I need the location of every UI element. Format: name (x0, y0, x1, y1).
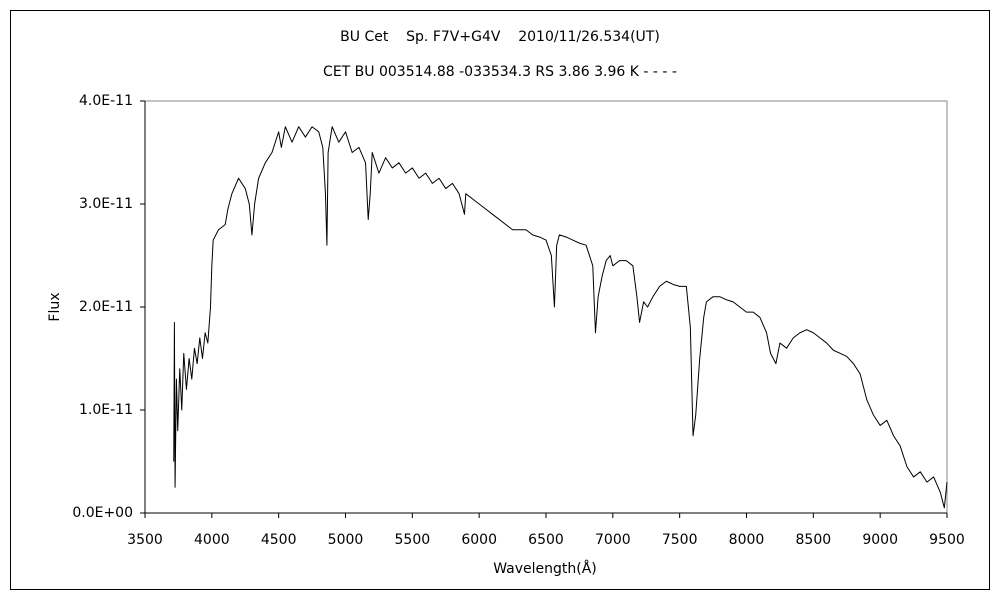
y-tick-label: 3.0E-11 (79, 196, 133, 212)
chart-title: BU Cet Sp. F7V+G4V 2010/11/26.534(UT) (340, 29, 660, 45)
x-tick-label: 8000 (729, 532, 765, 548)
x-tick-label: 8500 (796, 532, 832, 548)
y-tick-label: 1.0E-11 (79, 402, 133, 418)
y-tick-label: 2.0E-11 (79, 299, 133, 315)
chart-subtitle: CET BU 003514.88 -033534.3 RS 3.86 3.96 … (323, 64, 677, 80)
x-tick-label: 9500 (929, 532, 965, 548)
x-tick-label: 4500 (261, 532, 297, 548)
x-tick-label: 5500 (395, 532, 431, 548)
x-tick-label: 5000 (328, 532, 364, 548)
x-tick-label: 7000 (595, 532, 631, 548)
x-tick-label: 4000 (194, 532, 230, 548)
chart-frame (10, 10, 990, 590)
x-tick-label: 6000 (461, 532, 497, 548)
x-tick-label: 9000 (862, 532, 898, 548)
spectrum-line (173, 126, 948, 509)
x-axis-title: Wavelength(Å) (493, 560, 597, 577)
y-tick-label: 4.0E-11 (79, 93, 133, 109)
x-tick-label: 7500 (662, 532, 698, 548)
x-tick-label: 6500 (528, 532, 564, 548)
y-tick-label: 0.0E+00 (72, 505, 133, 521)
x-tick-label: 3500 (127, 532, 163, 548)
y-axis-title: Flux (47, 292, 63, 321)
